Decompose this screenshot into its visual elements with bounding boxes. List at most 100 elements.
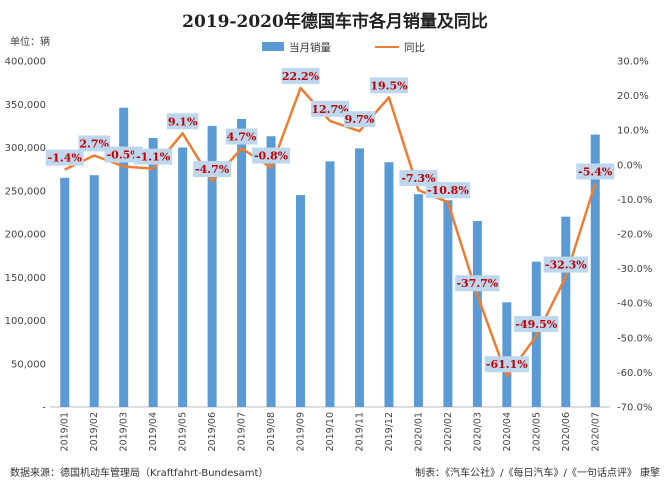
- data-label-text: -1.1%: [136, 151, 171, 164]
- data-label-text: -49.5%: [515, 318, 557, 331]
- bar: [266, 136, 276, 407]
- left-axis-tick-label: -: [42, 403, 46, 414]
- data-label-box: [78, 135, 111, 152]
- bar: [590, 134, 600, 407]
- bar: [89, 175, 99, 407]
- data-label-text: 22.2%: [282, 70, 320, 83]
- x-tick-label: 2019/12: [384, 412, 395, 451]
- data-label-text: -1.4%: [48, 152, 83, 165]
- source-label: 数据来源：德国机动车管理局（Kraftfahrt-Bundesamt）: [10, 466, 268, 479]
- right-axis-tick-label: 20.0%: [617, 91, 649, 102]
- data-labels: -1.4% 2.7%-0.5%-1.1% 9.1% -4.7% 4.7% -0.8% 22.…: [45, 67, 615, 373]
- bar: [354, 148, 364, 408]
- data-label-box: [166, 113, 199, 130]
- data-label-text: -32.3%: [545, 259, 587, 272]
- bar: [384, 162, 394, 407]
- data-label-box: [225, 128, 258, 145]
- bar: [325, 161, 335, 407]
- data-label: 4.7%: [225, 128, 258, 145]
- data-label-box: [343, 111, 376, 128]
- bar: [502, 302, 512, 407]
- data-label-box: [455, 275, 500, 292]
- data-label: -49.5%: [514, 316, 559, 333]
- data-label: 22.2%: [281, 67, 320, 84]
- bar: [561, 216, 571, 407]
- data-label-text: -0.8%: [254, 150, 289, 163]
- left-axis-tick-label: 350,000: [5, 100, 46, 111]
- data-label-box: [425, 182, 471, 199]
- data-label-box: [369, 77, 408, 94]
- x-tick-label: 2019/02: [89, 412, 100, 451]
- bar-series: [60, 107, 600, 408]
- data-label: -0.8%: [252, 147, 291, 164]
- x-tick-label: 2019/11: [354, 412, 365, 451]
- x-tick-label: 2019/06: [207, 412, 218, 451]
- x-tick-label: 2019/04: [148, 412, 159, 451]
- left-axis-tick-label: 150,000: [5, 273, 46, 284]
- data-label: -10.8%: [425, 182, 471, 199]
- line-series: [64, 86, 597, 378]
- chart-title: 2019-2020年德国车市各月销量及同比: [182, 11, 488, 32]
- left-axis-tick-label: 250,000: [5, 186, 46, 197]
- data-label-text: -5.4%: [578, 165, 613, 178]
- yoy-line: [64, 86, 597, 378]
- data-label-box: [104, 146, 143, 163]
- data-label-box: [543, 256, 588, 273]
- x-tick-label: 2020/07: [590, 412, 601, 451]
- x-tick-label: 2020/06: [561, 412, 572, 451]
- x-tick-label: 2019/05: [178, 412, 189, 451]
- right-axis-tick-label: -30.0%: [617, 264, 652, 275]
- bar: [472, 221, 482, 407]
- data-label-text: 2.7%: [79, 137, 109, 150]
- data-label-text: 9.7%: [345, 113, 375, 126]
- data-label: 2.7%: [78, 135, 111, 152]
- data-label: -4.7%: [193, 161, 232, 178]
- data-label-text: -10.8%: [427, 184, 469, 197]
- bar: [237, 118, 247, 407]
- left-axis-tick-label: 100,000: [5, 316, 46, 327]
- x-tick-label: 2019/03: [119, 412, 130, 451]
- data-label-text: -0.5%: [107, 149, 142, 162]
- left-axis-tick-label: 400,000: [5, 57, 46, 68]
- data-label-text: -7.3%: [401, 172, 436, 185]
- data-label: 9.7%: [343, 111, 376, 128]
- unit-label: 单位：辆: [10, 35, 50, 48]
- x-tick-label: 2019/09: [296, 412, 307, 451]
- data-label-box: [134, 148, 173, 165]
- x-tick-label: 2020/05: [531, 412, 542, 451]
- right-axis-tick-label: -70.0%: [617, 403, 652, 414]
- bar: [296, 195, 306, 407]
- data-label: -32.3%: [543, 256, 588, 273]
- x-tick-label: 2019/10: [325, 412, 336, 451]
- left-axis-tick-label: 300,000: [5, 143, 46, 154]
- data-label-box: [514, 316, 559, 333]
- data-label-text: -4.7%: [195, 163, 230, 176]
- bar: [413, 194, 423, 407]
- x-axis: 2019/01 2019/02 2019/03 2019/04 2019/05 2019/…: [60, 412, 602, 451]
- x-tick-label: 2020/03: [472, 412, 483, 451]
- data-label: 19.5%: [369, 77, 408, 94]
- right-axis-tick-label: -60.0%: [617, 368, 652, 379]
- right-axis-tick-label: -50.0%: [617, 333, 652, 344]
- left-axis-tick-label: 200,000: [5, 230, 46, 241]
- data-label-text: -37.7%: [456, 277, 498, 290]
- data-label: 9.1%: [166, 113, 199, 130]
- left-axis-tick-label: 50,000: [11, 359, 46, 370]
- bar: [443, 200, 453, 407]
- x-tick-label: 2019/08: [266, 412, 277, 451]
- x-tick-label: 2020/02: [443, 412, 454, 451]
- right-axis-tick-label: 10.0%: [617, 126, 649, 137]
- data-label-text: 19.5%: [370, 79, 408, 92]
- data-label: -1.1%: [134, 148, 173, 165]
- legend-bar-label: 当月销量: [289, 41, 331, 54]
- data-label-box: [45, 149, 84, 166]
- bar: [207, 125, 217, 407]
- right-axis: -70.0% -60.0% -50.0% -40.0% -30.0% -20.0% -10.…: [617, 57, 652, 414]
- data-label-box: [281, 67, 320, 84]
- data-label-text: 12.7%: [311, 103, 349, 116]
- data-label: -61.1%: [484, 356, 530, 373]
- data-label-text: -61.1%: [486, 358, 528, 371]
- data-label-box: [252, 147, 291, 164]
- bar: [119, 107, 129, 408]
